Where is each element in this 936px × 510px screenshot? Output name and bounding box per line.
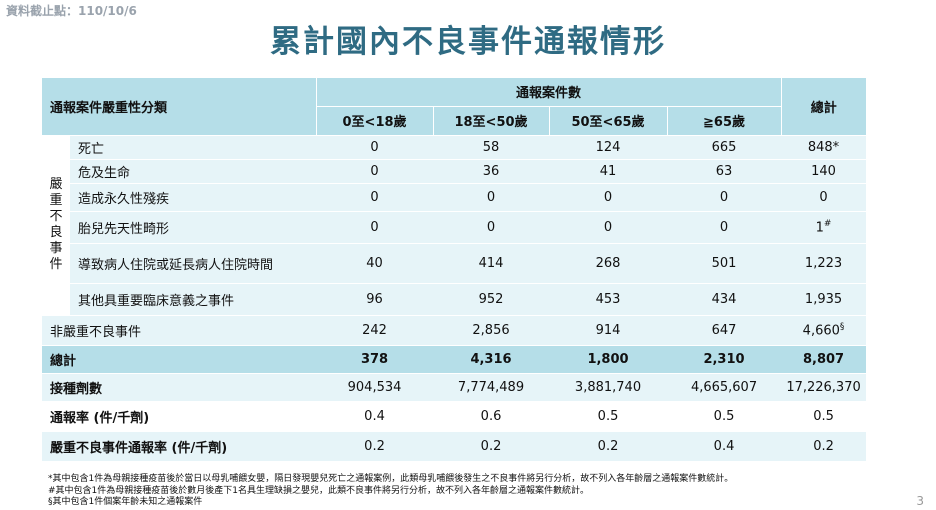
cell-value: 501 (667, 243, 782, 284)
cell-total: 0 (781, 183, 867, 212)
cell-value: 904,534 (316, 373, 434, 402)
cell-value: 1,800 (549, 345, 668, 374)
data-cutoff-note: 資料截止點：110/10/6 (6, 4, 137, 18)
table-row: 危及生命 0 36 41 63 140 (42, 159, 867, 184)
cell-value: 2,310 (667, 345, 782, 374)
cell-value: 36 (433, 159, 550, 184)
footnote-mark: § (839, 321, 845, 332)
cell-total: 848* (781, 135, 867, 160)
footnote-mark: # (823, 218, 832, 229)
cell-total: 140 (781, 159, 867, 184)
row-label: 嚴重不良事件通報率 (件/千劑) (42, 431, 317, 462)
cell-total: 0.5 (781, 401, 867, 432)
table-row: 通報率 (件/千劑) 0.4 0.6 0.5 0.5 0.5 (42, 401, 867, 432)
page-title: 累計國內不良事件通報情形 (270, 24, 666, 60)
row-label: 非嚴重不良事件 (42, 315, 317, 346)
cell-value: 268 (549, 243, 668, 284)
cell-total: 0.2 (781, 431, 867, 462)
row-label: 造成永久性殘疾 (70, 183, 317, 212)
cell-value: 0 (433, 183, 550, 212)
row-label: 胎兒先天性畸形 (70, 211, 317, 244)
cell-value: 647 (667, 315, 782, 346)
row-label: 接種劑數 (42, 373, 317, 402)
table-row: 胎兒先天性畸形 0 0 0 0 1# (42, 211, 867, 244)
cell-value: 2,856 (433, 315, 550, 346)
cell-value: 63 (667, 159, 782, 184)
row-label: 導致病人住院或延長病人住院時間 (70, 243, 317, 284)
cell-value: 0 (549, 183, 668, 212)
header-age-0-18: 0至<18歲 (315, 106, 434, 136)
cell-value: 0.5 (549, 401, 668, 432)
row-label: 危及生命 (70, 159, 317, 184)
cell-value: 96 (316, 283, 434, 316)
cell-value: 414 (433, 243, 550, 284)
cell-total: 1# (781, 211, 867, 244)
table-row: 嚴重不良事件通報率 (件/千劑) 0.2 0.2 0.2 0.4 0.2 (42, 431, 867, 462)
footnote-death: *其中包含1件為母親接種疫苗後於當日以母乳哺餵女嬰，隔日發現嬰兒死亡之通報案例，… (48, 474, 734, 484)
cell-value: 952 (433, 283, 550, 316)
cell-total: 17,226,370 (781, 373, 867, 402)
table-row: 造成永久性殘疾 0 0 0 0 0 (42, 183, 867, 212)
cell-value: 7,774,489 (433, 373, 550, 402)
cell-total: 1,223 (781, 243, 867, 284)
cell-value: 4,316 (433, 345, 550, 374)
row-label: 通報率 (件/千劑) (42, 401, 317, 432)
table-row: 接種劑數 904,534 7,774,489 3,881,740 4,665,6… (42, 373, 867, 402)
cell-value: 434 (667, 283, 782, 316)
footnote-age-unknown: §其中包含1件個案年齡未知之通報案件 (48, 497, 203, 507)
header-category: 通報案件嚴重性分類 (42, 78, 317, 136)
header-age-65-plus: ≧65歲 (666, 106, 782, 136)
cell-total: 1,935 (781, 283, 867, 316)
cell-value: 41 (549, 159, 668, 184)
table-row: 導致病人住院或延長病人住院時間 40 414 268 501 1,223 (42, 243, 867, 284)
table-row: 非嚴重不良事件 242 2,856 914 647 4,660§ (42, 315, 867, 346)
row-label: 其他具重要臨床意義之事件 (70, 283, 317, 316)
cell-value: 0.5 (667, 401, 782, 432)
row-label: 總計 (42, 345, 317, 374)
header-report-count: 通報案件數 (315, 78, 782, 107)
cell-value: 0 (316, 183, 434, 212)
cell-value: 0.2 (549, 431, 668, 462)
serious-events-label: 嚴 重 不 良 事 件 (42, 135, 70, 316)
cell-value: 0.4 (667, 431, 782, 462)
table-row-sum: 總計 378 4,316 1,800 2,310 8,807 (42, 345, 867, 374)
cell-value: 242 (316, 315, 434, 346)
cell-value: 4,665,607 (667, 373, 782, 402)
header-age-18-50: 18至<50歲 (432, 106, 550, 136)
cell-value: 665 (667, 135, 782, 160)
cell-value: 0 (433, 211, 550, 244)
cell-value: 0.4 (316, 401, 434, 432)
adverse-event-table: 通報案件嚴重性分類 通報案件數 總計 0至<18歲 18至<50歲 50至<65… (42, 78, 867, 462)
cell-value: 0.2 (433, 431, 550, 462)
cell-value: 914 (549, 315, 668, 346)
cell-value: 0 (549, 211, 668, 244)
cell-value: 453 (549, 283, 668, 316)
footnotes: *其中包含1件為母親接種疫苗後於當日以母乳哺餵女嬰，隔日發現嬰兒死亡之通報案例，… (48, 474, 733, 509)
table-row: 嚴 重 不 良 事 件 死亡 0 58 124 665 848* (42, 135, 867, 316)
table-row: 其他具重要臨床意義之事件 96 952 453 434 1,935 (42, 283, 867, 316)
cell-value: 124 (549, 135, 668, 160)
cell-value: 0 (316, 159, 434, 184)
cell-value: 378 (316, 345, 434, 374)
cell-value: 3,881,740 (549, 373, 668, 402)
cell-value: 40 (316, 243, 434, 284)
cell-value: 0 (667, 183, 782, 212)
cell-value: 0.6 (433, 401, 550, 432)
header-age-50-65: 50至<65歲 (548, 106, 668, 136)
cell-value: 0 (316, 211, 434, 244)
cell-value: 58 (433, 135, 550, 160)
cell-value: 0.2 (316, 431, 434, 462)
cell-total: 4,660§ (781, 315, 867, 346)
page-number: 3 (916, 494, 924, 508)
header-total: 總計 (780, 78, 867, 136)
cell-value: 0 (667, 211, 782, 244)
row-label: 死亡 (70, 135, 317, 160)
cell-total: 8,807 (781, 345, 867, 374)
footnote-birth-defect: #其中包含1件為母親接種疫苗後於數月後產下1名具生理缺損之嬰兒，此類不良事件將另… (48, 485, 589, 496)
cell-value: 0 (316, 135, 434, 160)
